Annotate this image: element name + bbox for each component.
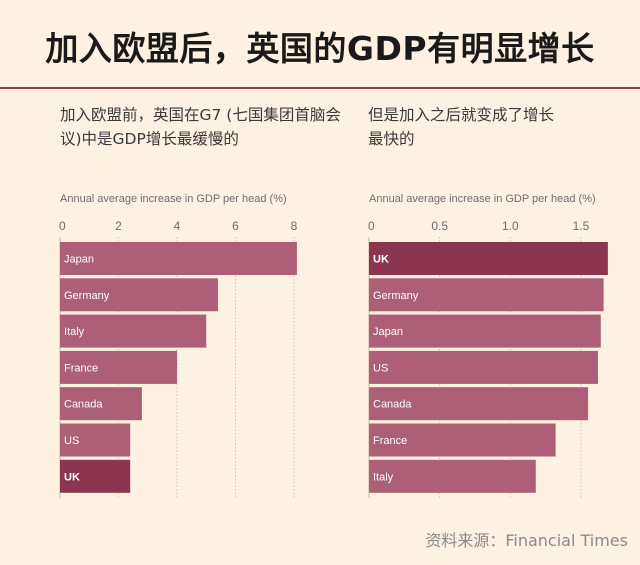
- x-tick-label: 2: [115, 219, 122, 233]
- bar-italy: [369, 459, 536, 493]
- axis-title: Annual average increase in GDP per head …: [60, 193, 287, 205]
- bar-label: US: [64, 435, 79, 447]
- page-title: 加入欧盟后，英国的GDP有明显增长: [45, 29, 595, 68]
- x-tick-label: 4: [174, 219, 181, 233]
- chart-after-eu-svg: Annual average increase in GDP per head …: [368, 193, 608, 498]
- bar-japan: [369, 314, 601, 348]
- bar-label: Japan: [64, 254, 94, 266]
- bar-label: France: [64, 362, 98, 374]
- chart-before-eu-svg: Annual average increase in GDP per head …: [59, 193, 298, 498]
- bar-label: US: [373, 362, 388, 374]
- bar-label: France: [373, 435, 407, 447]
- left-subtitle: 加入欧盟前，英国在G7 (七国集团首脑会议)中是GDP增长最缓慢的: [60, 106, 341, 148]
- chart-before-eu: Annual average increase in GDP per head …: [59, 180, 360, 510]
- bar-france: [369, 423, 556, 457]
- bar-us: [60, 423, 131, 457]
- bar-label: Germany: [64, 290, 110, 302]
- x-tick-label: 8: [291, 219, 298, 233]
- bar-label: Japan: [373, 326, 403, 338]
- bar-label: Germany: [373, 290, 419, 302]
- x-tick-label: 1.0: [502, 219, 519, 233]
- bar-france: [60, 350, 177, 384]
- bar-us: [369, 350, 598, 384]
- source-note: 资料来源：Financial Times: [425, 531, 628, 550]
- bar-label: Canada: [64, 399, 103, 411]
- bar-label: Canada: [373, 399, 412, 411]
- chart-after-eu: Annual average increase in GDP per head …: [368, 180, 640, 510]
- x-tick-label: 6: [232, 219, 239, 233]
- bar-germany: [369, 278, 604, 312]
- bar-label: Italy: [373, 471, 394, 483]
- right-subtitle: 但是加入之后就变成了增长最快的: [368, 106, 555, 148]
- bar-italy: [60, 314, 207, 348]
- bar-uk: [60, 459, 131, 493]
- bar-label: Italy: [64, 326, 85, 338]
- bar-canada: [369, 387, 589, 421]
- bar-label: UK: [373, 254, 389, 266]
- bar-japan: [60, 242, 297, 275]
- bar-label: UK: [64, 471, 80, 483]
- title-divider: [0, 87, 640, 89]
- x-tick-label: 1.5: [573, 219, 590, 233]
- x-tick-label: 0: [59, 219, 66, 233]
- bar-uk: [369, 242, 608, 275]
- x-tick-label: 0: [368, 219, 375, 233]
- bar-canada: [60, 387, 142, 421]
- bar-germany: [60, 278, 218, 312]
- axis-title: Annual average increase in GDP per head …: [369, 193, 596, 205]
- x-tick-label: 0.5: [431, 219, 448, 233]
